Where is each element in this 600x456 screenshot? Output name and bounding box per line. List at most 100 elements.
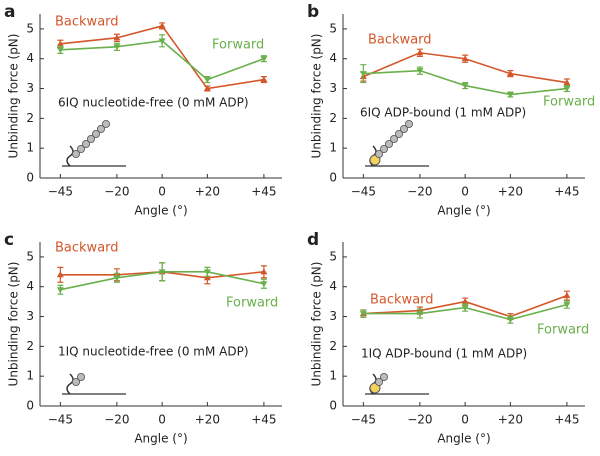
icon-bead xyxy=(375,377,384,386)
x-tick-label: 0 xyxy=(158,185,166,199)
x-tick-label: +20 xyxy=(195,413,220,427)
icon-bead xyxy=(390,134,399,143)
y-tick-label: 0 xyxy=(26,171,34,185)
panel: a 0 1 2 3 4 5 −45 −20 0 +20 +45 Angle (°) Unbinding f… xyxy=(4,2,282,218)
y-tick-label: 3 xyxy=(26,81,34,95)
y-tick-label: 4 xyxy=(26,51,34,65)
x-axis-label: Angle (°) xyxy=(134,204,187,218)
y-tick-label: 2 xyxy=(26,339,34,353)
point xyxy=(260,76,268,83)
x-axis-label: Angle (°) xyxy=(437,204,490,218)
point xyxy=(461,83,469,90)
point xyxy=(563,86,571,93)
point xyxy=(113,34,121,41)
panel: c 0 1 2 3 4 5 −45 −20 0 +20 +45 Angle (°) Unbinding f… xyxy=(4,230,282,446)
icon-bead xyxy=(87,134,96,143)
point xyxy=(56,40,64,47)
y-tick-label: 2 xyxy=(26,111,34,125)
x-axis-label: Angle (°) xyxy=(134,432,187,446)
icon-tail xyxy=(66,373,74,395)
x-tick-label: −45 xyxy=(351,413,376,427)
y-tick-label: 0 xyxy=(26,399,34,413)
y-tick-label: 0 xyxy=(329,171,337,185)
x-tick-label: −45 xyxy=(48,413,73,427)
annotation: 1IQ ADP-bound (1 mM ADP) xyxy=(361,347,527,361)
panel-label: b xyxy=(307,2,319,22)
panel-label: d xyxy=(307,230,319,250)
point xyxy=(461,298,469,305)
y-tick-label: 1 xyxy=(329,369,337,383)
x-tick-label: +45 xyxy=(251,413,276,427)
legend-label: Forward xyxy=(543,95,595,110)
x-tick-label: +45 xyxy=(554,413,579,427)
legend-label: Forward xyxy=(537,323,589,338)
point xyxy=(56,47,64,54)
panel-label: a xyxy=(4,2,15,22)
legend-label: Backward xyxy=(368,33,432,48)
y-tick-label: 5 xyxy=(329,249,337,263)
y-tick-label: 5 xyxy=(26,21,34,35)
legend-label: Forward xyxy=(226,296,278,311)
x-tick-label: 0 xyxy=(461,185,469,199)
icon-tail xyxy=(66,145,74,167)
point xyxy=(563,302,571,309)
point xyxy=(158,38,166,45)
panel: b 0 1 2 3 4 5 −45 −20 0 +20 +45 Angle (°) Unbinding f… xyxy=(307,2,595,218)
point xyxy=(158,269,166,276)
x-tick-label: −20 xyxy=(407,413,432,427)
y-tick-label: 4 xyxy=(26,279,34,293)
point xyxy=(203,77,211,84)
x-tick-label: −45 xyxy=(48,185,73,199)
x-tick-label: +45 xyxy=(554,185,579,199)
point xyxy=(416,68,424,75)
y-axis-label: Unbinding force (pN) xyxy=(310,262,324,387)
x-axis-label: Angle (°) xyxy=(437,432,490,446)
icon-bead xyxy=(395,129,404,138)
point xyxy=(461,305,469,312)
y-tick-label: 2 xyxy=(329,339,337,353)
point xyxy=(359,311,367,318)
y-tick-label: 4 xyxy=(329,279,337,293)
x-tick-label: −20 xyxy=(104,413,129,427)
icon-bead xyxy=(77,372,86,381)
point xyxy=(260,268,268,275)
annotation: 6IQ nucleotide-free (0 mM ADP) xyxy=(58,96,249,110)
point xyxy=(113,44,121,51)
point xyxy=(203,269,211,276)
icon-bead xyxy=(380,144,389,153)
y-axis-label: Unbinding force (pN) xyxy=(7,34,21,159)
x-tick-label: −20 xyxy=(407,185,432,199)
icon-bead xyxy=(385,139,394,148)
point xyxy=(158,22,166,29)
legend-label: Backward xyxy=(370,293,434,308)
y-axis-label: Unbinding force (pN) xyxy=(310,34,324,159)
point xyxy=(506,317,514,324)
point xyxy=(359,71,367,78)
icon-bead xyxy=(72,377,81,386)
y-tick-label: 0 xyxy=(329,399,337,413)
y-axis-label: Unbinding force (pN) xyxy=(7,262,21,387)
legend-label: Forward xyxy=(212,38,264,53)
point xyxy=(56,271,64,278)
annotation: 6IQ ADP-bound (1 mM ADP) xyxy=(360,106,526,120)
x-tick-label: −20 xyxy=(104,185,129,199)
x-tick-label: +20 xyxy=(498,413,523,427)
y-tick-label: 3 xyxy=(329,309,337,323)
icon-bead xyxy=(380,372,389,381)
point xyxy=(506,70,514,77)
icon-bead xyxy=(77,144,86,153)
y-tick-label: 5 xyxy=(26,249,34,263)
annotation: 1IQ nucleotide-free (0 mM ADP) xyxy=(58,345,249,359)
y-tick-label: 3 xyxy=(329,81,337,95)
y-tick-label: 1 xyxy=(26,369,34,383)
point xyxy=(563,292,571,299)
point xyxy=(260,281,268,288)
y-tick-label: 1 xyxy=(26,141,34,155)
point xyxy=(506,92,514,99)
icon-bead xyxy=(92,129,101,138)
x-tick-label: +20 xyxy=(195,185,220,199)
x-tick-label: +45 xyxy=(251,185,276,199)
y-tick-label: 4 xyxy=(329,51,337,65)
legend-label: Backward xyxy=(55,15,119,30)
